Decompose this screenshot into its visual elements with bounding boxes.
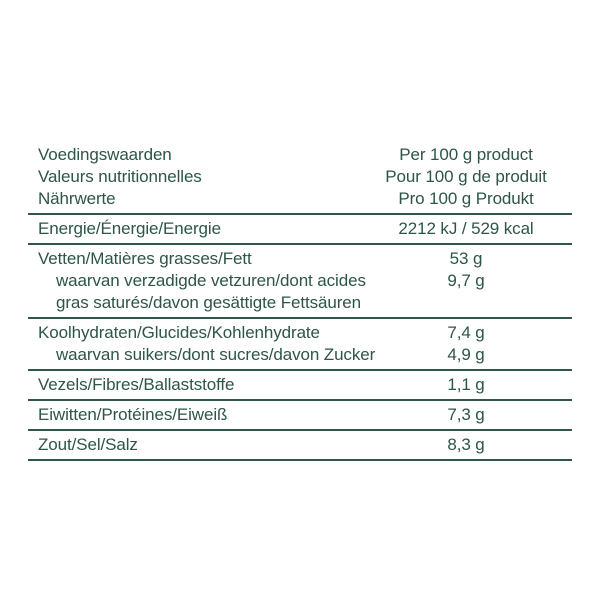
header-title-fr: Valeurs nutritionnelles xyxy=(38,167,202,186)
nutrient-label-line: Koolhydraten/Glucides/Kohlenhydrate xyxy=(38,323,320,342)
header-title-nl: Voedingswaarden xyxy=(38,145,172,164)
row-label-cell: Zout/Sel/Salz xyxy=(28,434,360,456)
nutrition-row-salt: Zout/Sel/Salz 8,3 g xyxy=(28,431,572,461)
row-label-cell: Eiwitten/Protéines/Eiweiß xyxy=(28,404,360,426)
row-label-cell: Energie/Énergie/Energie xyxy=(28,218,360,240)
row-value-cell: 7,4 g 4,9 g xyxy=(360,322,572,366)
nutrition-table: Voedingswaarden Valeurs nutritionnelles … xyxy=(28,144,572,461)
nutrient-label-line: waarvan verzadigde vetzuren/dont acides xyxy=(56,271,366,290)
nutrient-label-line: Energie/Énergie/Energie xyxy=(38,219,221,238)
nutrient-label-line: Vezels/Fibres/Ballaststoffe xyxy=(38,375,235,394)
nutrient-value: 2212 kJ / 529 kcal xyxy=(398,219,534,238)
header-serving-cell: Per 100 g product Pour 100 g de produit … xyxy=(360,144,572,210)
header-serving-fr: Pour 100 g de produit xyxy=(385,167,547,186)
header-serving-nl: Per 100 g product xyxy=(399,145,533,164)
nutrient-label-line: Eiwitten/Protéines/Eiweiß xyxy=(38,405,228,424)
nutrition-rows: Energie/Énergie/Energie 2212 kJ / 529 kca… xyxy=(28,215,572,461)
nutrient-label-line: Vetten/Matières grasses/Fett xyxy=(38,249,252,268)
row-label-cell: Koolhydraten/Glucides/Kohlenhydrate waarv… xyxy=(28,322,376,366)
nutrient-value: 1,1 g xyxy=(447,375,485,394)
nutrient-label-line: waarvan suikers/dont sucres/davon Zucker xyxy=(56,345,376,364)
row-value-cell: 1,1 g xyxy=(360,374,572,396)
header-title-de: Nährwerte xyxy=(38,189,116,208)
nutrient-label-line: Zout/Sel/Salz xyxy=(38,435,138,454)
row-value-cell: 8,3 g xyxy=(360,434,572,456)
nutrition-row-protein: Eiwitten/Protéines/Eiweiß 7,3 g xyxy=(28,401,572,431)
nutrient-value: 7,3 g xyxy=(447,405,485,424)
row-label-cell: Vetten/Matières grasses/Fett waarvan verz… xyxy=(28,248,366,314)
nutrition-row-energy: Energie/Énergie/Energie 2212 kJ / 529 kca… xyxy=(28,215,572,245)
nutrient-label-line: gras saturés/davon gesättigte Fettsäuren xyxy=(56,293,362,312)
nutrient-value: 8,3 g xyxy=(447,435,485,454)
nutrient-value: 4,9 g xyxy=(447,345,485,364)
nutrition-row-fibre: Vezels/Fibres/Ballaststoffe 1,1 g xyxy=(28,371,572,401)
nutrition-row-carbohydrates: Koolhydraten/Glucides/Kohlenhydrate waarv… xyxy=(28,319,572,371)
row-value-cell: 7,3 g xyxy=(360,404,572,426)
nutrient-value: 9,7 g xyxy=(447,271,485,290)
row-label-cell: Vezels/Fibres/Ballaststoffe xyxy=(28,374,360,396)
row-value-cell: 2212 kJ / 529 kcal xyxy=(360,218,572,240)
header-serving-de: Pro 100 g Produkt xyxy=(398,189,534,208)
row-value-cell: 53 g 9,7 g xyxy=(360,248,572,314)
nutrition-table-header: Voedingswaarden Valeurs nutritionnelles … xyxy=(28,144,572,215)
nutrient-value: 53 g xyxy=(449,249,483,268)
header-title-cell: Voedingswaarden Valeurs nutritionnelles … xyxy=(28,144,360,210)
nutrient-value: 7,4 g xyxy=(447,323,485,342)
nutrition-row-fat: Vetten/Matières grasses/Fett waarvan verz… xyxy=(28,245,572,319)
nutrient-value xyxy=(360,292,572,314)
